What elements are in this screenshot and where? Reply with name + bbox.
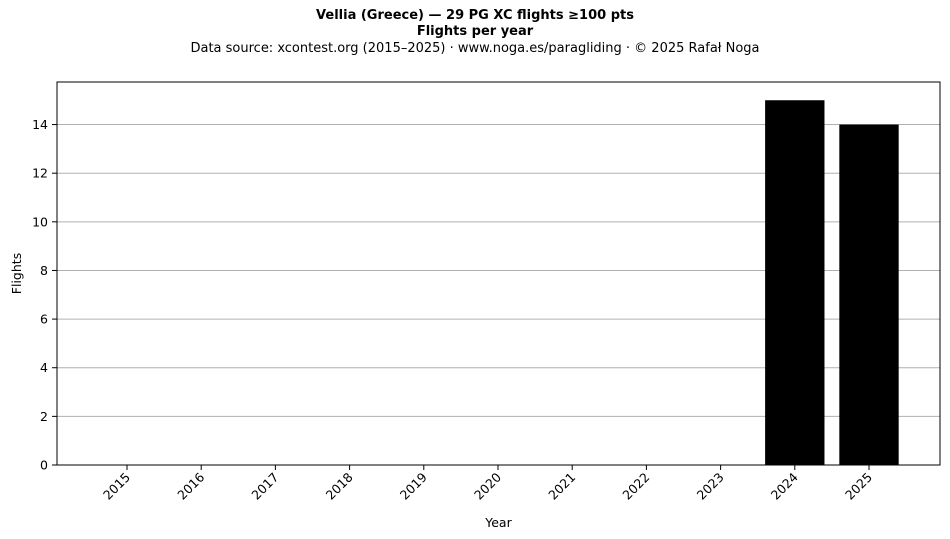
x-tick-label-2022: 2022: [619, 470, 652, 503]
x-tick-label-2021: 2021: [545, 470, 578, 503]
x-tick-label-2020: 2020: [471, 469, 504, 502]
x-tick-label-2015: 2015: [100, 470, 133, 503]
y-tick-label: 0: [40, 458, 48, 473]
y-tick-label: 8: [40, 263, 48, 278]
x-tick-label-2025: 2025: [842, 470, 875, 503]
x-tick-label-2018: 2018: [323, 469, 356, 502]
x-axis: 2015 2016 2017 2018 2019 2020 2021 2022 2023 2024…: [100, 465, 875, 503]
x-tick-label-2024: 2024: [768, 469, 801, 502]
y-tick-label: 10: [32, 214, 48, 229]
chart-subtitle: Flights per year: [416, 24, 534, 39]
bar-2024: [765, 100, 825, 465]
y-axis-label: Flights: [9, 253, 24, 294]
x-tick-label-2016: 2016: [174, 469, 207, 502]
chart-titles: Vellia (Greece) — 29 PG XC flights ≥100 …: [0, 8, 950, 58]
chart-source: Data source: xcontest.org (2015–2025) · …: [190, 41, 760, 56]
y-tick-label: 12: [32, 166, 48, 181]
x-tick-label-2017: 2017: [248, 470, 281, 503]
y-tick-label: 4: [40, 360, 48, 375]
x-tick-label-2019: 2019: [397, 469, 430, 502]
y-axis: 0 2 4 6 8 10 12 14: [32, 117, 57, 473]
chart-title: Vellia (Greece) — 29 PG XC flights ≥100 …: [316, 8, 634, 23]
bar-2025: [839, 124, 899, 466]
y-tick-label: 6: [40, 312, 48, 327]
y-tick-label: 2: [40, 409, 48, 424]
x-tick-label-2023: 2023: [694, 470, 727, 503]
y-tick-label: 14: [32, 117, 48, 132]
x-axis-label: Year: [484, 515, 512, 530]
bars: [765, 100, 899, 466]
